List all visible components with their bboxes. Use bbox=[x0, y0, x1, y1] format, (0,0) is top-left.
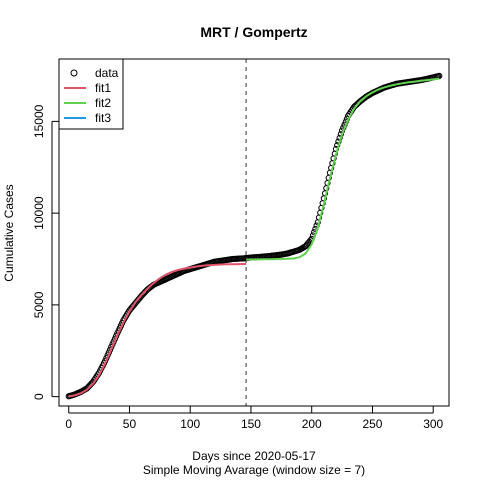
y-tick-label: 10000 bbox=[32, 196, 46, 230]
x-axis-label: Days since 2020-05-17 bbox=[192, 449, 316, 463]
x-tick-label: 0 bbox=[65, 417, 72, 431]
y-tick-label: 15000 bbox=[32, 104, 46, 138]
y-axis-label: Cumulative Cases bbox=[2, 184, 16, 281]
plot-frame bbox=[58, 58, 450, 407]
y-tick-label: 5000 bbox=[32, 291, 46, 318]
chart-title: MRT / Gompertz bbox=[200, 24, 307, 40]
x-tick-label: 50 bbox=[123, 417, 137, 431]
x-tick-label: 100 bbox=[180, 417, 200, 431]
series-line-fit1 bbox=[68, 263, 247, 398]
legend-label-fit2: fit2 bbox=[95, 96, 111, 110]
x-tick-label: 250 bbox=[362, 417, 382, 431]
legend-label-data: data bbox=[95, 66, 119, 80]
y-tick-label: 0 bbox=[32, 393, 46, 400]
legend-data-marker bbox=[70, 69, 78, 77]
x-tick-label: 150 bbox=[241, 417, 261, 431]
chart-subtitle: Simple Moving Avarage (window size = 7) bbox=[143, 463, 365, 477]
x-tick-label: 300 bbox=[423, 417, 443, 431]
legend-label-fit1: fit1 bbox=[95, 81, 111, 95]
legend-label-fit3: fit3 bbox=[95, 111, 111, 125]
series-line-fit2 bbox=[246, 77, 440, 261]
x-tick-label: 200 bbox=[302, 417, 322, 431]
legend: data fit1 fit2 fit3 bbox=[58, 58, 124, 130]
